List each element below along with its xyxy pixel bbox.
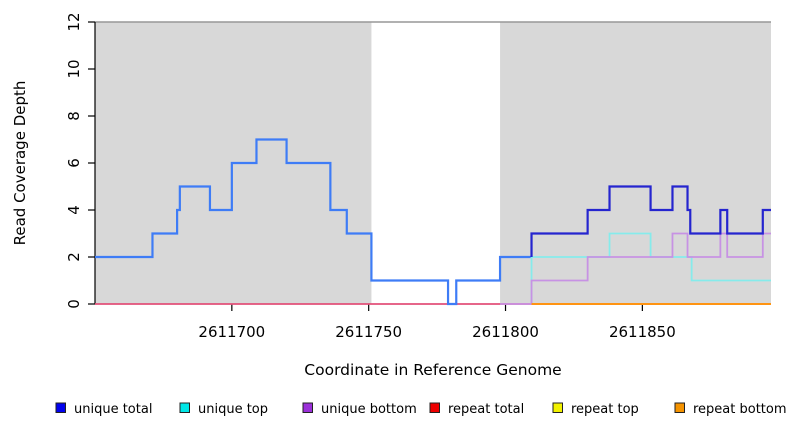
x-tick-label: 2611800 [472, 323, 539, 341]
legend-label: unique top [198, 402, 268, 417]
legend: unique total unique top unique bottom re… [55, 402, 787, 417]
y-tick-label: 6 [65, 158, 83, 168]
legend-swatch-repeat-bottom [674, 402, 685, 413]
legend-item: repeat bottom [674, 402, 787, 417]
legend-label: unique total [74, 402, 152, 417]
legend-swatch-repeat-total [429, 402, 440, 413]
y-tick-label: 0 [65, 299, 83, 309]
series-unique-total [530, 185, 771, 257]
legend-swatch-unique-top [179, 402, 190, 413]
legend-item: unique bottom [302, 402, 417, 417]
legend-item: unique top [179, 402, 268, 417]
legend-item: repeat total [429, 402, 524, 417]
legend-label: unique bottom [321, 402, 417, 417]
legend-swatch-unique-total [55, 402, 66, 413]
series-total-coverage [95, 138, 532, 306]
x-tick-label: 2611750 [335, 323, 402, 341]
y-tick-label: 8 [65, 111, 83, 121]
y-tick-label: 12 [65, 12, 83, 31]
y-tick-label: 4 [65, 205, 83, 215]
x-tick-label: 2611850 [609, 323, 676, 341]
x-tick-label: 2611700 [198, 323, 265, 341]
legend-label: repeat total [448, 402, 524, 417]
legend-item: repeat top [552, 402, 639, 417]
y-tick-label: 2 [65, 252, 83, 262]
y-tick-label: 10 [65, 59, 83, 78]
series-unique-top [530, 232, 771, 304]
y-axis-title: Read Coverage Depth [11, 81, 29, 246]
shaded-region [500, 22, 771, 304]
shaded-regions [95, 21, 771, 304]
x-axis-title: Coordinate in Reference Genome [304, 361, 561, 379]
legend-label: repeat bottom [693, 402, 787, 417]
legend-swatch-repeat-top [552, 402, 563, 413]
series-unique-bottom [500, 232, 771, 305]
legend-swatch-unique-bottom [302, 402, 313, 413]
legend-label: repeat top [571, 402, 639, 417]
legend-item: unique total [55, 402, 152, 417]
data-series [95, 138, 771, 306]
